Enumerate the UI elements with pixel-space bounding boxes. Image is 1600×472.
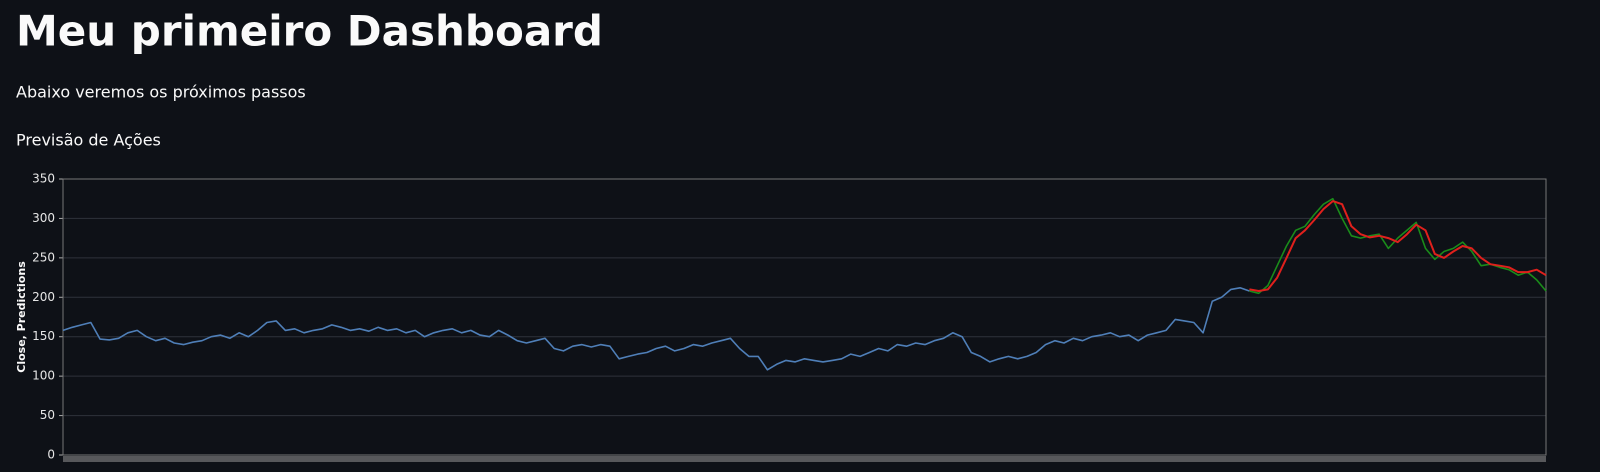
plot-border xyxy=(62,178,1547,456)
line-series xyxy=(1249,200,1547,292)
y-tick-label: 300 xyxy=(32,211,55,225)
text: Previsão de Ações xyxy=(16,131,161,150)
text: Abaixo veremos os próximos passos xyxy=(16,83,306,102)
line-series xyxy=(1249,197,1547,295)
y-tick-label: 100 xyxy=(32,369,55,383)
y-tick-label: 0 xyxy=(47,448,55,462)
x-axis-ticks xyxy=(63,456,1546,462)
page-title: Meu primeiro Dashboard xyxy=(16,7,603,56)
y-tick-label: 350 xyxy=(32,172,55,186)
y-tick-label: 250 xyxy=(32,250,55,264)
y-axis-label: Close, Predictions xyxy=(15,261,28,373)
line-series xyxy=(62,287,1250,371)
y-tick-label: 50 xyxy=(40,408,55,422)
y-tick-label: 150 xyxy=(32,329,55,343)
y-tick-label: 200 xyxy=(32,290,55,304)
